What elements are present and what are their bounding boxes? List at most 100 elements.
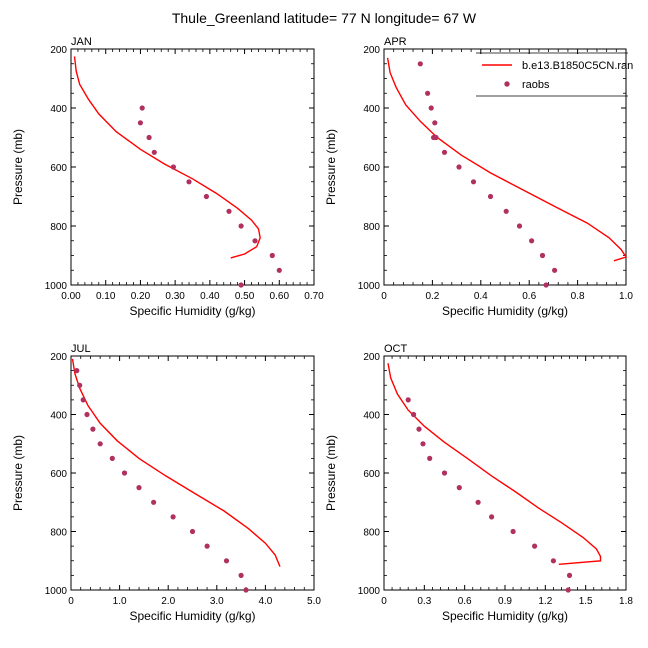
jul-obs-point xyxy=(74,368,80,374)
jul-obs-point xyxy=(238,572,244,579)
apr-model-line xyxy=(386,57,628,262)
apr-obs-point xyxy=(470,179,477,185)
oct-x-axis-label: Specific Humidity (g/kg) xyxy=(442,609,568,623)
apr-obs-point xyxy=(516,223,523,229)
oct-y-tick-label: 200 xyxy=(363,352,380,363)
apr-x-tick-label: 0.2 xyxy=(425,291,439,302)
apr-obs-point xyxy=(425,90,431,96)
apr-obs-point xyxy=(432,120,438,126)
oct-y-axis-label: Pressure (mb) xyxy=(324,435,338,511)
apr-y-tick-label: 400 xyxy=(363,104,380,115)
apr-y-axis-label: Pressure (mb) xyxy=(324,129,338,205)
apr-obs-point xyxy=(539,252,546,259)
oct-x-tick-label: 0.6 xyxy=(458,596,472,607)
panel-oct: OCT 0 0.3 0.6 0.9 1.2 1.5 1.8 200 400 600 800 1000 Sp… xyxy=(324,343,633,623)
legend-obs-label: raobs xyxy=(522,79,550,91)
oct-obs-point xyxy=(475,499,481,505)
apr-obs-point xyxy=(417,61,423,67)
legend-obs-marker xyxy=(504,81,510,87)
oct-y-tick-label: 400 xyxy=(363,411,380,422)
jan-obs-point xyxy=(252,238,258,244)
jan-obs-point xyxy=(269,252,275,259)
apr-obs-point xyxy=(456,164,462,170)
jan-obs-point xyxy=(170,164,176,170)
apr-x-tick-label: 0.6 xyxy=(522,291,536,302)
jan-y-tick-label: 600 xyxy=(50,163,67,174)
jul-obs-point xyxy=(189,528,196,535)
jul-y-axis-label: Pressure (mb) xyxy=(11,435,25,511)
apr-panel-label: APR xyxy=(384,36,407,48)
jul-obs-point xyxy=(97,441,103,447)
jul-obs-point xyxy=(136,485,142,491)
jul-model-line xyxy=(71,358,281,567)
jan-y-axis-label: Pressure (mb) xyxy=(11,129,25,205)
jan-obs-point xyxy=(186,179,192,185)
panel-jul: JUL 0 1.0 2.0 3.0 4.0 5.0 200 400 600 800 1000 Speci… xyxy=(11,343,321,623)
apr-obs-point xyxy=(529,238,535,244)
jul-y-tick-label: 1000 xyxy=(45,586,68,597)
apr-y-tick-label: 600 xyxy=(363,163,380,174)
apr-y-tick-label: 1000 xyxy=(358,281,381,292)
jan-y-tick-label: 1000 xyxy=(45,281,68,292)
jul-obs-point xyxy=(77,382,83,388)
jan-obs-point xyxy=(238,282,244,288)
figure-title: Thule_Greenland latitude= 77 N longitude… xyxy=(172,10,477,26)
jan-x-tick-label: 0.20 xyxy=(131,291,151,302)
jul-y-tick-label: 800 xyxy=(50,528,67,539)
jul-obs-point xyxy=(151,499,157,505)
apr-obs-point xyxy=(441,149,448,155)
jul-x-tick-label: 4.0 xyxy=(258,596,272,607)
oct-obs-point xyxy=(411,411,417,418)
jul-obs-point xyxy=(109,455,115,461)
oct-obs-point xyxy=(405,397,411,403)
jul-obs-point xyxy=(84,411,90,418)
jan-model-line xyxy=(73,56,261,259)
oct-model-line xyxy=(387,363,602,565)
oct-panel-label: OCT xyxy=(384,343,408,355)
jul-obs-point xyxy=(204,543,210,549)
panel-jan: JAN 0.00 0.10 0.20 0.30 0.40 0.50 0.60 0.70 200 40… xyxy=(11,36,324,318)
apr-obs-point xyxy=(543,282,549,288)
jul-plot-frame xyxy=(70,355,315,591)
jul-x-tick-label: 1.0 xyxy=(113,596,127,607)
jan-obs-point xyxy=(137,120,143,126)
oct-x-tick-label: 1.2 xyxy=(538,596,552,607)
jan-x-tick-label: 0.40 xyxy=(200,291,220,302)
jan-x-tick-label: 0.30 xyxy=(165,291,185,302)
apr-obs-point xyxy=(428,105,434,111)
jul-x-tick-label: 5.0 xyxy=(307,596,321,607)
jul-y-tick-label: 200 xyxy=(50,352,67,363)
jan-y-tick-label: 800 xyxy=(50,222,67,233)
jan-y-tick-label: 200 xyxy=(50,45,67,56)
apr-obs-point xyxy=(433,134,439,141)
jul-obs-point xyxy=(80,397,86,403)
jan-panel-label: JAN xyxy=(71,36,92,48)
oct-y-tick-label: 1000 xyxy=(358,586,381,597)
jul-obs-point xyxy=(243,587,249,593)
panel-apr: APR 0 0.2 0.4 0.6 0.8 1.0 200 400 600 800 1000 Speci… xyxy=(324,36,633,318)
jul-obs-point xyxy=(121,470,128,476)
jan-y-tick-label: 400 xyxy=(50,104,67,115)
oct-obs-point xyxy=(489,514,495,520)
jul-x-tick-label: 3.0 xyxy=(210,596,224,607)
jul-x-tick-label: 2.0 xyxy=(161,596,175,607)
apr-x-tick-label: 0 xyxy=(381,291,387,302)
legend-model-label: b.e13.B1850C5CN.ran xyxy=(522,60,633,72)
oct-obs-point xyxy=(441,470,448,476)
oct-obs-point xyxy=(550,558,557,564)
jul-y-tick-label: 600 xyxy=(50,469,67,480)
jul-panel-label: JUL xyxy=(71,343,91,355)
oct-x-tick-label: 1.5 xyxy=(579,596,593,607)
oct-x-tick-label: 0 xyxy=(381,596,387,607)
oct-x-tick-label: 0.3 xyxy=(417,596,431,607)
apr-y-tick-label: 800 xyxy=(363,222,380,233)
apr-y-tick-label: 200 xyxy=(363,45,380,56)
jan-x-tick-label: 0.50 xyxy=(235,291,255,302)
jan-x-tick-label: 0.00 xyxy=(61,291,81,302)
jan-obs-point xyxy=(203,193,209,200)
jan-obs-point xyxy=(226,208,232,214)
jul-obs-point xyxy=(223,558,230,564)
oct-obs-point xyxy=(456,485,462,491)
apr-x-axis-label: Specific Humidity (g/kg) xyxy=(442,304,568,318)
